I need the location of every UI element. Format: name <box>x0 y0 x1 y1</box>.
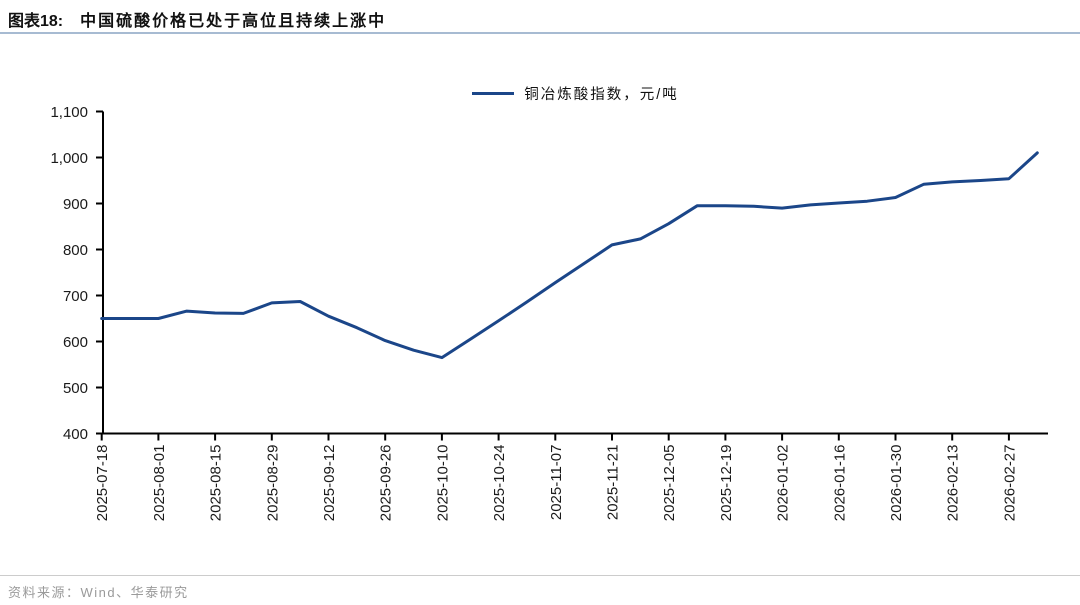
x-axis-tick-label: 2025-10-10 <box>434 445 451 522</box>
x-axis-tick-label: 2025-08-15 <box>208 445 225 522</box>
chart-legend: 铜冶炼酸指数，元/吨 <box>103 83 1048 104</box>
source-text: 资料来源：Wind、华泰研究 <box>8 585 189 600</box>
x-axis-tick-label: 2026-01-30 <box>888 445 905 522</box>
chart-title: 图表18: 中国硫酸价格已处于高位且持续上涨中 <box>8 7 1080 31</box>
x-axis-tick-label: 2025-09-26 <box>378 445 395 522</box>
x-axis-tick-label: 2025-12-05 <box>661 445 678 522</box>
x-axis-tick-label: 2026-01-02 <box>775 445 792 522</box>
y-axis-tick-label: 500 <box>63 380 88 397</box>
source-divider <box>0 575 1080 576</box>
legend-line-swatch <box>472 92 515 95</box>
x-axis-tick-label: 2025-11-07 <box>548 445 565 521</box>
x-axis-tick-label: 2026-01-16 <box>831 445 848 522</box>
x-axis-tick-label: 2025-10-24 <box>491 445 508 522</box>
x-axis-tick-label: 2026-02-13 <box>945 445 962 522</box>
acid-index-series-line <box>100 151 1039 360</box>
legend-series-label: 铜冶炼酸指数，元/吨 <box>524 87 679 103</box>
x-axis-tick-label: 2025-09-12 <box>321 445 338 522</box>
y-axis-tick-label: 1,100 <box>50 104 88 121</box>
axes <box>102 111 1048 435</box>
x-axis-tick-label: 2025-12-19 <box>718 445 735 522</box>
title-underline <box>0 32 1080 34</box>
y-axis-tick-label: 800 <box>63 242 88 259</box>
y-axis-tick-label: 700 <box>63 288 88 305</box>
x-axis-tick-label: 2026-02-27 <box>1001 445 1018 522</box>
x-axis-tick-label: 2025-07-18 <box>94 445 111 522</box>
chart-title-prefix: 图表18: <box>8 13 64 30</box>
x-axis-tick-label: 2025-08-01 <box>151 445 168 522</box>
y-axis-tick-label: 1,000 <box>50 150 88 167</box>
x-axis-tick-label: 2025-08-29 <box>264 445 281 522</box>
y-axis-tick-label: 600 <box>63 334 88 351</box>
y-axis-tick-label: 900 <box>63 196 88 213</box>
y-axis-tick-label: 400 <box>63 426 88 443</box>
x-axis-tick-label: 2025-11-21 <box>605 445 622 521</box>
chart-title-text: 中国硫酸价格已处于高位且持续上涨中 <box>80 13 387 30</box>
